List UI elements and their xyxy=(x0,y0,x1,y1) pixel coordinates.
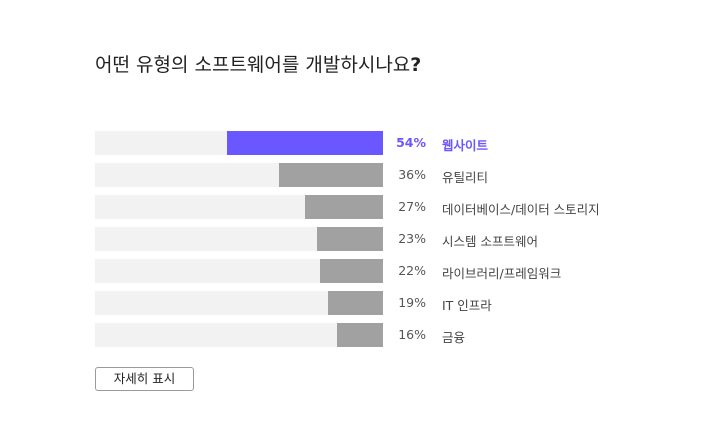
bar-track xyxy=(95,227,383,251)
bar-value-label: 16% xyxy=(398,327,426,342)
bar-row: 27% 데이터베이스/데이터 스토리지 xyxy=(0,195,707,219)
bar-value-label: 27% xyxy=(398,199,426,214)
chart-title: 어떤 유형의 소프트웨어를 개발하시나요? xyxy=(95,50,421,77)
bar-category-label: IT 인프라 xyxy=(442,298,492,313)
bar xyxy=(320,259,383,283)
bar-row: 36% 유틸리티 xyxy=(0,163,707,187)
bar-value-label: 22% xyxy=(398,263,426,278)
bar-row: 54% 웹사이트 xyxy=(0,131,707,155)
bar-value-label: 54% xyxy=(396,135,426,150)
bar-track xyxy=(95,195,383,219)
bar xyxy=(305,195,383,219)
bar-category-label: 금융 xyxy=(442,330,466,345)
chart-title-text: 어떤 유형의 소프트웨어를 개발하시나요 xyxy=(95,54,411,76)
bar xyxy=(317,227,383,251)
bar-value-label: 36% xyxy=(398,167,426,182)
bar-track xyxy=(95,291,383,315)
chart-title-question-mark: ? xyxy=(410,54,422,76)
bar-category-label: 시스템 소프트웨어 xyxy=(442,234,538,249)
bar-row: 22% 라이브러리/프레임워크 xyxy=(0,259,707,283)
bar-row: 19% IT 인프라 xyxy=(0,291,707,315)
bar-track xyxy=(95,259,383,283)
bar-track xyxy=(95,131,383,155)
bar-row: 23% 시스템 소프트웨어 xyxy=(0,227,707,251)
bar-category-label: 웹사이트 xyxy=(442,138,489,153)
bar-track xyxy=(95,163,383,187)
bar-track xyxy=(95,323,383,347)
bar-category-label: 유틸리티 xyxy=(442,170,489,185)
bar xyxy=(227,131,383,155)
bar xyxy=(328,291,383,315)
bar xyxy=(279,163,383,187)
show-more-button[interactable]: 자세히 표시 xyxy=(95,367,194,391)
bar-row: 16% 금융 xyxy=(0,323,707,347)
bar-value-label: 23% xyxy=(398,231,426,246)
bar-value-label: 19% xyxy=(398,295,426,310)
bar-category-label: 라이브러리/프레임워크 xyxy=(442,266,562,281)
bar-category-label: 데이터베이스/데이터 스토리지 xyxy=(442,202,600,217)
bar xyxy=(337,323,383,347)
